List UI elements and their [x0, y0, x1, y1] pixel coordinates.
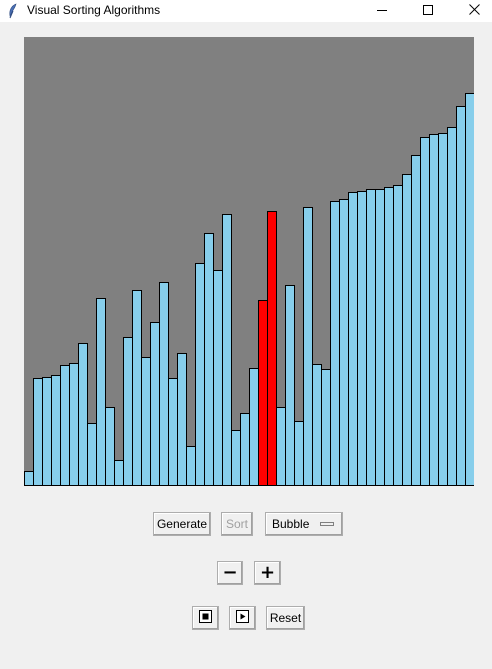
bar	[375, 189, 385, 486]
bar	[87, 423, 97, 486]
bar	[105, 407, 115, 486]
bars-chart	[24, 93, 474, 486]
bar	[204, 233, 214, 486]
bar	[51, 375, 61, 486]
bar	[438, 133, 448, 486]
maximize-icon	[423, 2, 433, 20]
bar	[303, 207, 313, 486]
sort-canvas	[24, 37, 474, 486]
algorithm-select[interactable]: Bubble	[265, 512, 343, 536]
bar	[294, 421, 304, 486]
bar	[249, 368, 259, 486]
bar	[159, 282, 169, 486]
bar	[150, 322, 160, 486]
stop-button[interactable]	[192, 606, 219, 630]
bar	[69, 363, 79, 486]
bar	[393, 185, 403, 486]
bar	[330, 201, 340, 486]
decrease-speed-button[interactable]: −	[217, 561, 243, 585]
play-icon	[236, 610, 249, 626]
bar	[276, 407, 286, 486]
bar	[321, 369, 331, 486]
bar	[429, 134, 439, 486]
maximize-button[interactable]	[405, 0, 451, 22]
reset-button[interactable]: Reset	[266, 606, 305, 630]
bar	[60, 365, 70, 486]
minus-icon: −	[222, 562, 238, 583]
close-icon	[468, 2, 480, 20]
minimize-icon	[377, 2, 387, 20]
dropdown-indicator-icon	[320, 522, 334, 526]
title-bar: Visual Sorting Algorithms	[0, 0, 492, 22]
bar	[447, 127, 457, 486]
play-step-button[interactable]	[229, 606, 256, 630]
bar	[186, 446, 196, 486]
bar	[285, 285, 295, 486]
bar	[456, 106, 466, 486]
bar	[132, 290, 142, 486]
sort-button[interactable]: Sort	[221, 512, 253, 536]
bar	[339, 199, 349, 486]
algorithm-select-value: Bubble	[272, 517, 310, 531]
bar	[96, 298, 106, 486]
bar-active	[258, 300, 268, 486]
bar	[384, 187, 394, 486]
bar	[33, 378, 43, 486]
close-button[interactable]	[451, 0, 492, 22]
bar	[366, 189, 376, 486]
feather-icon	[7, 3, 19, 19]
bar	[24, 471, 34, 486]
stop-icon	[199, 610, 212, 626]
bar	[141, 357, 151, 486]
bar	[114, 460, 124, 486]
bar	[312, 364, 322, 486]
generate-button[interactable]: Generate	[153, 512, 211, 536]
bar	[420, 137, 430, 486]
bar	[42, 377, 52, 486]
bar	[465, 93, 474, 486]
bar	[78, 343, 88, 486]
bar	[213, 270, 223, 486]
bar	[123, 337, 133, 486]
bar	[195, 263, 205, 486]
bar	[240, 413, 250, 486]
bar	[402, 174, 412, 486]
bar	[168, 378, 178, 486]
window-title: Visual Sorting Algorithms	[27, 3, 161, 17]
plus-icon: +	[259, 562, 276, 583]
bar	[231, 430, 241, 486]
bar	[222, 214, 232, 486]
bar	[357, 191, 367, 486]
bar-active	[267, 211, 277, 486]
bar	[348, 192, 358, 486]
minimize-button[interactable]	[359, 0, 405, 22]
increase-speed-button[interactable]: +	[254, 561, 281, 585]
bar	[411, 155, 421, 486]
bar	[177, 353, 187, 486]
